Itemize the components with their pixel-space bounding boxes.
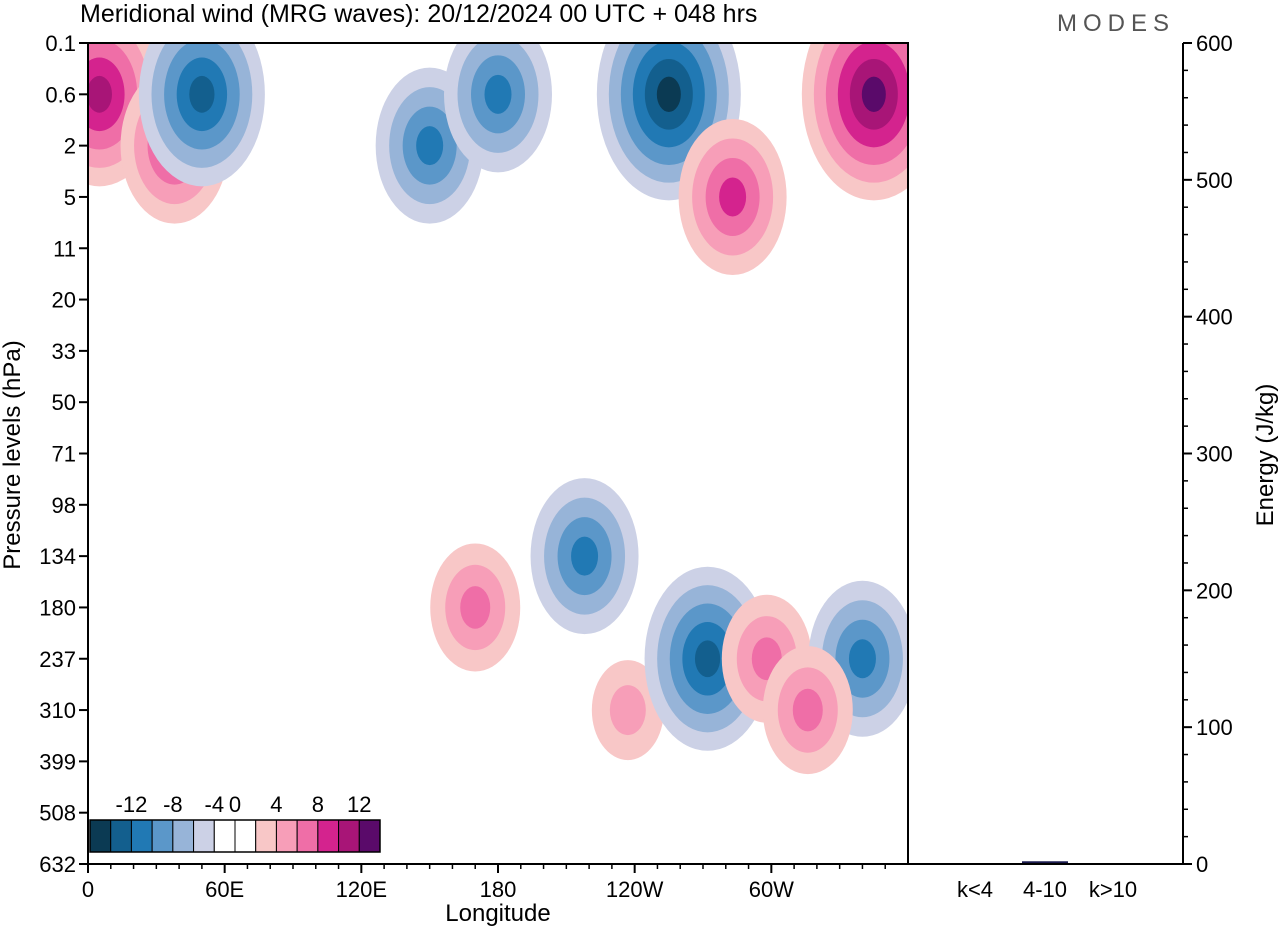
y-tick-label: 33 [52, 339, 76, 364]
y-tick-label: 20 [52, 288, 76, 313]
energy-tick-label: 200 [1196, 578, 1233, 603]
colorbar-swatch [338, 819, 360, 853]
colorbar-label: -8 [163, 792, 183, 817]
field-contour [656, 76, 681, 112]
field-negative-anomaly [530, 478, 639, 635]
y-tick-label: 11 [53, 236, 76, 261]
colorbar: -12 -8 -4 0 4 8 12 [89, 792, 381, 853]
energy-tick-label: 500 [1196, 168, 1233, 193]
field-positive-anomaly [591, 660, 664, 761]
y-tick-label: 508 [39, 801, 76, 826]
energy-tick-label: 400 [1196, 305, 1233, 330]
x-axis-label: Longitude [445, 900, 550, 927]
energy-tick-label: 300 [1196, 442, 1233, 467]
colorbar-swatch [317, 819, 340, 853]
colorbar-swatch [275, 819, 298, 853]
y-tick-label: 98 [52, 493, 76, 518]
field-contour [848, 639, 876, 679]
colorbar-label: -4 [205, 792, 225, 817]
y-tick-label: 310 [39, 698, 76, 723]
field-positive-anomaly [801, 43, 908, 201]
y-axis-label: Pressure levels (hPa) [0, 340, 26, 569]
y-tick-label: 237 [39, 647, 76, 672]
field-positive-anomaly [762, 646, 853, 775]
field-contour [460, 586, 491, 629]
colorbar-label: 8 [312, 792, 324, 817]
colorbar-swatch [234, 819, 257, 853]
field-contour [88, 75, 112, 113]
field-negative-anomaly [444, 43, 552, 173]
y-tick-label: 180 [39, 595, 76, 620]
energy-tick-label: 600 [1196, 31, 1233, 56]
field-contour [416, 126, 444, 166]
x-tick-label: 60E [205, 877, 244, 902]
field-negative-anomaly [138, 43, 265, 187]
colorbar-swatch [358, 819, 381, 853]
heatmap-fields [88, 43, 908, 775]
energy-category-label: k<4 [957, 877, 993, 902]
colorbar-swatch [172, 819, 195, 853]
modes-logo: MODES [1057, 10, 1175, 37]
field-contour [609, 685, 646, 736]
energy-tick-label: 100 [1196, 715, 1233, 740]
y-tick-label: 0.1 [45, 31, 76, 56]
x-tick-label: 120W [606, 877, 664, 902]
heatmap-panel [87, 42, 909, 865]
energy-tick-label: 0 [1196, 852, 1208, 877]
energy-axis-label: Energy (J/kg) [1252, 384, 1279, 527]
colorbar-label: 4 [270, 792, 282, 817]
y-tick-label: 5 [64, 185, 76, 210]
field-contour [571, 536, 599, 576]
colorbar-label: 0 [229, 792, 241, 817]
y-tick-label: 2 [64, 134, 76, 159]
colorbar-swatch [213, 819, 236, 853]
energy-categories: k<4 4-10 k>10 [957, 877, 1137, 902]
x-tick-label: 60W [749, 877, 794, 902]
field-positive-anomaly [430, 543, 521, 672]
colorbar-swatch [151, 819, 174, 853]
field-contour [189, 75, 215, 113]
field-contour [792, 688, 823, 732]
colorbar-swatch [255, 819, 277, 853]
field-contour [719, 177, 747, 217]
energy-bar [1022, 861, 1068, 864]
colorbar-label: -12 [116, 792, 148, 817]
y-tick-label: 71 [52, 442, 76, 467]
y-tick-label: 632 [39, 852, 76, 877]
energy-axis: 0 100 200 300 400 500 600 [1183, 31, 1233, 877]
y-tick-label: 134 [39, 544, 76, 569]
x-tick-label: 120E [336, 877, 387, 902]
colorbar-swatch [130, 819, 153, 853]
field-contour [861, 76, 886, 112]
energy-category-label: 4-10 [1023, 877, 1067, 902]
chart-title: Meridional wind (MRG waves): 20/12/2024 … [80, 0, 757, 28]
colorbar-swatch [110, 819, 132, 853]
y-tick-label: 399 [39, 749, 76, 774]
colorbar-frame [89, 819, 381, 853]
colorbar-swatch [89, 819, 112, 853]
pressure-axis: 0.1 0.6 2 5 11 20 33 50 71 98 134 180 237 310 399 508 63… [39, 31, 88, 877]
energy-category-label: k>10 [1089, 877, 1137, 902]
x-tick-label: 0 [82, 877, 94, 902]
energy-panel: 0 100 200 300 400 500 600 k<4 4-10 k>10 [908, 31, 1233, 902]
y-tick-label: 0.6 [45, 82, 76, 107]
field-contour [694, 640, 721, 678]
colorbar-label: 12 [347, 792, 371, 817]
field-contour [484, 74, 512, 114]
colorbar-swatch [193, 819, 215, 853]
colorbar-swatch [296, 819, 319, 853]
y-tick-label: 50 [52, 390, 76, 415]
x-tick-label: 180 [480, 877, 517, 902]
longitude-axis: 0 60E 120E 180 120W 60W [82, 864, 886, 902]
field-positive-anomaly [678, 118, 787, 275]
